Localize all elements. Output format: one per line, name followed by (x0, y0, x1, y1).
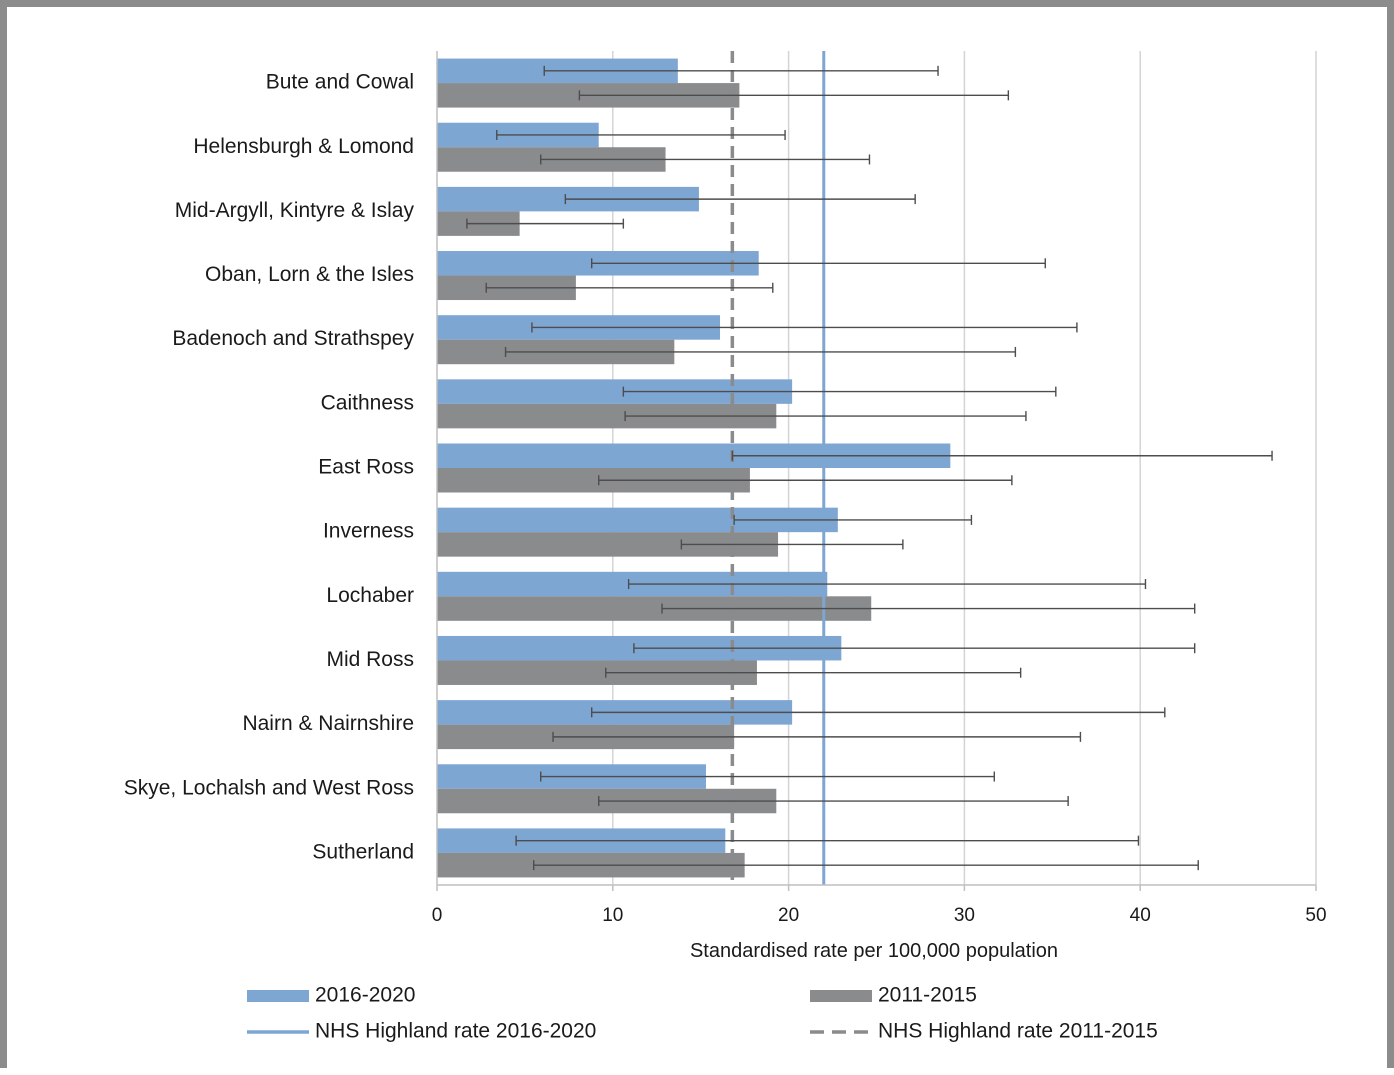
error-bar (485, 282, 774, 293)
error-bar (504, 346, 1017, 357)
error-bar (531, 322, 1078, 333)
legend-swatch (247, 990, 309, 1002)
bars (437, 58, 951, 878)
legend-label: NHS Highland rate 2016-2020 (315, 1020, 596, 1043)
x-tick-label: 20 (778, 905, 799, 926)
legend-swatch (810, 990, 872, 1002)
error-bar (578, 90, 1010, 101)
error-bar (515, 835, 1140, 846)
axes: 0 10 20 30 40 50 (432, 51, 1327, 926)
legend-label: 2016-2020 (315, 984, 415, 1007)
error-bar (591, 707, 1166, 718)
category-label: East Ross (318, 456, 414, 479)
legend-label: 2011-2015 (878, 984, 977, 1007)
x-tick-label: 30 (954, 905, 975, 926)
x-tick-label: 40 (1130, 905, 1151, 926)
category-label: Caithness (321, 391, 414, 414)
error-bar (496, 129, 786, 140)
category-label: Lochaber (326, 584, 414, 607)
error-bar (466, 218, 625, 229)
error-bar (598, 796, 1069, 807)
category-label: Skye, Lochalsh and West Ross (124, 776, 414, 799)
error-bar (731, 450, 1273, 461)
error-bar (633, 643, 1196, 654)
legend-item: 2011-2015 (810, 984, 977, 1007)
error-bar (605, 667, 1022, 678)
category-label: Badenoch and Strathspey (172, 327, 414, 350)
category-label: Bute and Cowal (266, 71, 414, 94)
x-tick-label: 50 (1305, 905, 1326, 926)
legend-item: 2016-2020 (247, 984, 415, 1007)
category-label: Mid Ross (326, 648, 414, 671)
category-label: Helensburgh & Lomond (193, 135, 414, 158)
legend-item: NHS Highland rate 2011-2015 (810, 1020, 1158, 1043)
rate-bar-chart: 0 10 20 30 40 50 Bute and Cowal Helensburgh & … (124, 51, 1327, 1043)
category-label: Inverness (323, 520, 414, 543)
error-bar (627, 579, 1147, 590)
x-tick-label: 0 (432, 905, 443, 926)
category-label: Mid-Argyll, Kintyre & Islay (175, 199, 415, 222)
error-bar (543, 65, 939, 76)
error-bar (532, 860, 1199, 871)
error-bar (661, 603, 1196, 614)
category-label: Oban, Lorn & the Isles (205, 263, 414, 286)
error-bar (680, 539, 904, 550)
legend-label: NHS Highland rate 2011-2015 (878, 1020, 1158, 1043)
error-bar (598, 475, 1013, 486)
error-bar (622, 386, 1057, 397)
error-bar (552, 731, 1082, 742)
error-bars (466, 65, 1273, 871)
error-bar (564, 194, 916, 205)
error-bar (540, 154, 871, 165)
category-labels: Bute and Cowal Helensburgh & Lomond Mid-Ar… (124, 71, 415, 864)
error-bar (591, 258, 1046, 269)
reference-lines (730, 51, 826, 885)
category-label: Sutherland (312, 840, 414, 863)
error-bar (733, 514, 973, 525)
x-tick-label: 10 (602, 905, 623, 926)
error-bar (540, 771, 995, 782)
legend-item: NHS Highland rate 2016-2020 (247, 1020, 596, 1043)
legend: 2016-2020 2011-2015 NHS Highland rate 2016… (247, 984, 1158, 1043)
category-label: Nairn & Nairnshire (242, 712, 414, 735)
error-bar (624, 411, 1027, 422)
x-axis-title: Standardised rate per 100,000 population (690, 940, 1058, 962)
